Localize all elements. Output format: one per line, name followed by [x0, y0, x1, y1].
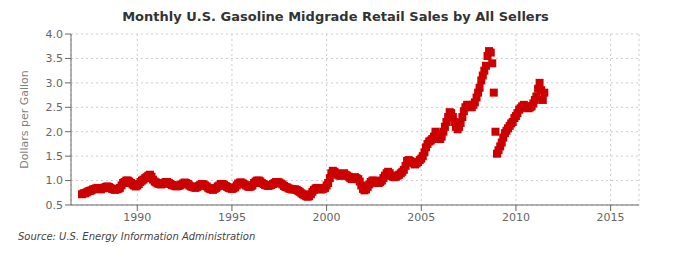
svg-text:3.5: 3.5	[46, 52, 64, 65]
svg-text:2015: 2015	[597, 211, 625, 224]
svg-text:1995: 1995	[218, 211, 246, 224]
svg-text:2.5: 2.5	[46, 101, 64, 114]
svg-text:2010: 2010	[502, 211, 530, 224]
html-text:Monthly U.S. Gasoline Midgrade: Monthly U.S. Gasoline Midgrade Retail Sa…	[122, 9, 549, 24]
svg-text:1990: 1990	[123, 211, 151, 224]
svg-text:4.0: 4.0	[46, 28, 64, 41]
svg-text:1.5: 1.5	[46, 150, 64, 163]
svg-text:1.0: 1.0	[46, 174, 64, 187]
svg-text:Dollars per Gallon: Dollars per Gallon	[18, 70, 31, 169]
svg-text:2.0: 2.0	[46, 126, 64, 139]
svg-text:3.0: 3.0	[46, 77, 64, 90]
svg-text:0.5: 0.5	[46, 199, 64, 212]
html-text:Source: U.S. Energy Informatio: Source: U.S. Energy Information Administ…	[18, 231, 256, 242]
svg-text:2005: 2005	[407, 211, 435, 224]
svg-text:2000: 2000	[313, 211, 341, 224]
